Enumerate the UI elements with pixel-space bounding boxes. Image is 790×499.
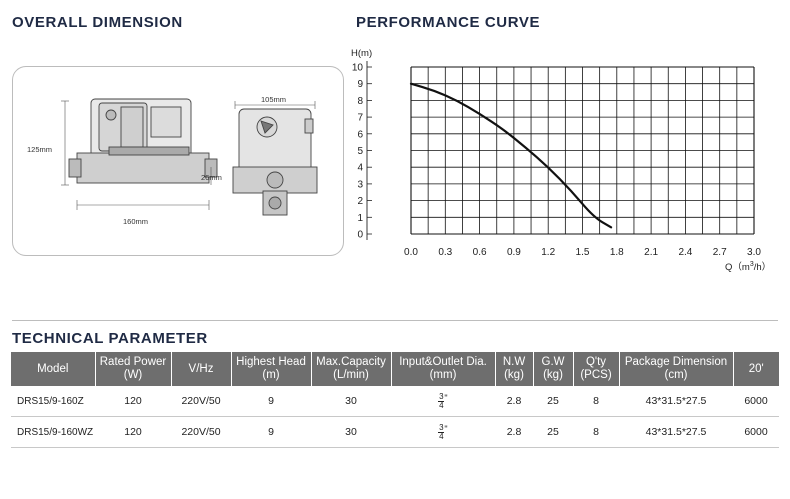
- table-header-cell: Package Dimension (cm): [619, 352, 734, 386]
- table-header-cell: G.W (kg): [533, 352, 574, 386]
- table-header-cell: N.W (kg): [495, 352, 534, 386]
- table-cell-power: 120: [95, 416, 171, 448]
- y-axis-label: H(m): [351, 48, 372, 59]
- table-header-cell: Q'ty (PCS): [573, 352, 620, 386]
- x-tick-label: 0.9: [507, 247, 521, 258]
- table-cell-package: 43*31.5*27.5: [619, 386, 733, 417]
- x-tick-label: 2.1: [644, 247, 658, 258]
- y-tick-label: 5: [357, 146, 363, 157]
- table-cell-capacity: 30: [311, 386, 391, 417]
- table-header-cell: V/Hz: [171, 352, 232, 386]
- table-cell-head: 9: [231, 416, 311, 448]
- table-header-cell: 20': [733, 352, 779, 386]
- y-tick-label: 8: [357, 96, 363, 107]
- pump-side-view: [68, 98, 218, 184]
- chart-grid: [410, 66, 755, 235]
- chart-series: [409, 82, 613, 229]
- length-dimension-label: 160mm: [123, 217, 149, 226]
- table-cell-package: 43*31.5*27.5: [619, 416, 733, 448]
- overall-dimension-title: OVERALL DIMENSION: [12, 14, 183, 31]
- y-tick-label: 1: [357, 213, 363, 224]
- y-tick-label: 9: [357, 79, 363, 90]
- x-tick-label: 1.2: [541, 247, 555, 258]
- table-cell-nw: 2.8: [495, 416, 533, 448]
- x-tick-label: 1.5: [576, 247, 590, 258]
- table-cell-vhz: 220V/50: [171, 386, 231, 417]
- x-tick-label: 0.3: [438, 247, 452, 258]
- y-tick-label: 4: [357, 163, 363, 174]
- port-height-dimension-label: 26mm: [201, 173, 222, 182]
- pump-drawing: [61, 98, 318, 216]
- table-cell-model: DRS15/9-160Z: [11, 386, 95, 417]
- table-row: DRS15/9-160WZ 120 220V/50 9 30 3 4 " 2.8 25 8 43*31…: [11, 416, 779, 448]
- x-tick-label: 3.0: [747, 247, 761, 258]
- table-header-row: Model Rated Power (W) V/Hz Highest Head (m)…: [11, 352, 779, 386]
- dimension-drawing-panel: 125mm 160mm 105mm 26mm: [12, 66, 344, 256]
- table-header-cell: Input&Outlet Dia. (mm): [391, 352, 496, 386]
- y-tick-label: 3: [357, 179, 363, 190]
- table-cell-gw: 25: [533, 386, 573, 417]
- technical-parameter-table: Model Rated Power (W) V/Hz Highest Head (m)…: [11, 352, 779, 448]
- x-tick-label: 1.8: [610, 247, 624, 258]
- y-tick-label: 7: [357, 113, 363, 124]
- table-cell-nw: 2.8: [495, 386, 533, 417]
- table-cell-head: 9: [231, 386, 311, 417]
- x-axis-label: Q（m3/h）: [725, 261, 771, 273]
- table-cell-vhz: 220V/50: [171, 416, 231, 448]
- chart-ticks: 0 1 2 3 4 5 6 7 8 9 10 0.0 0.3 0.6 0.9 1.2 1.5 1.8 2.1 2.4 2…: [352, 61, 761, 258]
- y-tick-label: 10: [352, 63, 364, 74]
- table-header-cell: Max.Capacity (L/min): [311, 352, 392, 386]
- performance-curve-line: [409, 82, 613, 229]
- performance-curve-title: PERFORMANCE CURVE: [356, 14, 541, 31]
- technical-parameter-title: TECHNICAL PARAMETER: [12, 330, 208, 347]
- table-cell-model: DRS15/9-160WZ: [11, 416, 95, 448]
- y-tick-label: 2: [357, 196, 363, 207]
- table-cell-qty: 8: [573, 416, 619, 448]
- table-header-cell: Model: [11, 352, 96, 386]
- table-cell-twenty: 6000: [733, 386, 779, 417]
- x-tick-label: 2.7: [713, 247, 727, 258]
- height-dimension-label: 125mm: [27, 145, 53, 154]
- side-dimension-lines: [61, 100, 212, 210]
- x-tick-label: 0.6: [473, 247, 487, 258]
- section-divider: [12, 320, 778, 321]
- table-header-cell: Rated Power (W): [95, 352, 172, 386]
- x-tick-label: 2.4: [678, 247, 692, 258]
- table-cell-dia: 3 4 ": [391, 386, 495, 417]
- front-dimension-lines: [234, 101, 316, 109]
- table-row: DRS15/9-160Z 120 220V/50 9 30 3 4 " 2.8 25 8 43*31.…: [11, 386, 779, 417]
- y-tick-label: 6: [357, 129, 363, 140]
- table-cell-qty: 8: [573, 386, 619, 417]
- table-header-cell: Highest Head (m): [231, 352, 312, 386]
- table-cell-twenty: 6000: [733, 416, 779, 448]
- y-tick-label: 0: [357, 230, 363, 241]
- technical-parameter-table-wrapper: Model Rated Power (W) V/Hz Highest Head (m)…: [11, 352, 779, 448]
- width-dimension-label: 105mm: [261, 95, 287, 104]
- table-cell-power: 120: [95, 386, 171, 417]
- x-tick-label: 0.0: [404, 247, 418, 258]
- table-cell-capacity: 30: [311, 416, 391, 448]
- pump-front-view: [232, 108, 318, 216]
- table-cell-dia: 3 4 ": [391, 416, 495, 448]
- performance-chart: 0 1 2 3 4 5 6 7 8 9 10 0.0 0.3 0.6 0.9 1.2 1.5 1.8 2.1 2.4 2…: [351, 48, 771, 273]
- table-cell-gw: 25: [533, 416, 573, 448]
